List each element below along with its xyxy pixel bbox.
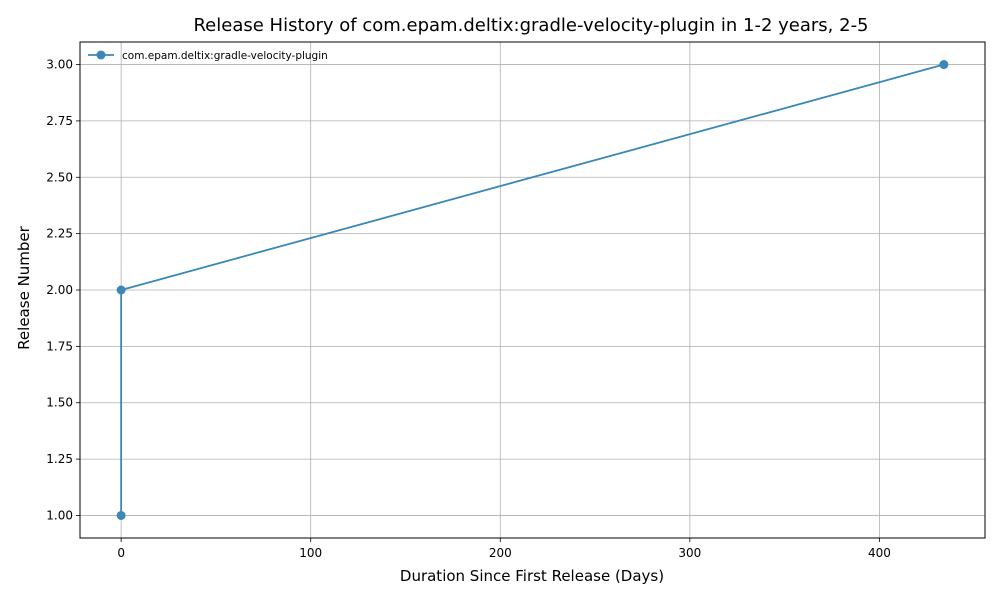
- x-axis-label: Duration Since First Release (Days): [400, 567, 664, 585]
- y-tick-label: 1.00: [46, 508, 73, 522]
- y-tick-label: 1.75: [46, 339, 73, 353]
- chart-title: Release History of com.epam.deltix:gradl…: [193, 15, 868, 36]
- x-axis: 0 100 200 300 400: [117, 538, 891, 560]
- y-tick-label: 2.75: [46, 114, 73, 128]
- y-axis-label: Release Number: [15, 225, 33, 349]
- x-tick-label: 0: [117, 546, 125, 560]
- x-tick-label: 400: [868, 546, 891, 560]
- x-tick-label: 200: [489, 546, 512, 560]
- y-tick-label: 2.00: [46, 283, 73, 297]
- legend-label: com.epam.deltix:gradle-velocity-plugin: [122, 50, 328, 62]
- legend-marker: [96, 50, 106, 60]
- y-tick-label: 3.00: [46, 58, 73, 72]
- data-point: [939, 60, 949, 70]
- data-point: [116, 510, 126, 520]
- y-tick-label: 1.50: [46, 396, 73, 410]
- y-tick-label: 1.25: [46, 452, 73, 466]
- series-layer: [116, 60, 949, 520]
- grid: [80, 42, 985, 538]
- legend: com.epam.deltix:gradle-velocity-plugin: [88, 50, 328, 62]
- data-point: [116, 285, 126, 295]
- x-tick-label: 100: [299, 546, 322, 560]
- x-tick-label: 300: [678, 546, 701, 560]
- y-tick-label: 2.25: [46, 227, 73, 241]
- y-tick-label: 2.50: [46, 170, 73, 184]
- y-axis: 1.00 1.25 1.50 1.75 2.00 2.25 2.50 2.75 3.00: [46, 58, 80, 522]
